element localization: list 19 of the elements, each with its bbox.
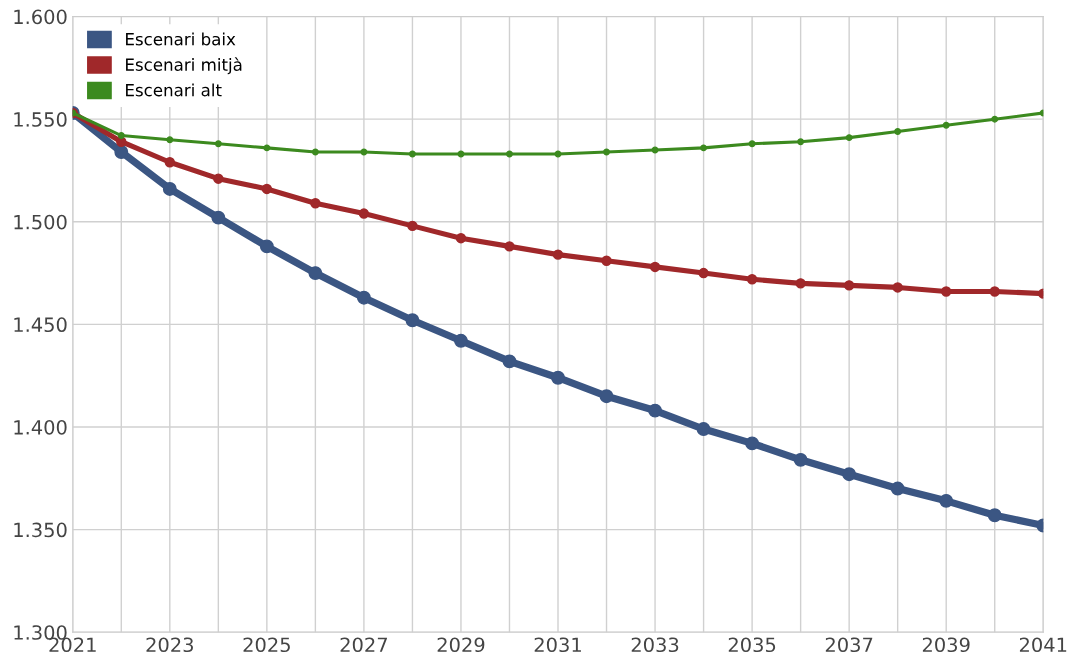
x-tick-label: 2031 xyxy=(534,637,581,653)
x-tick-label: 2027 xyxy=(340,637,387,653)
x-tick-label: 2033 xyxy=(631,637,679,653)
y-tick-label: 1.450 xyxy=(14,317,67,333)
x-tick-label: 2029 xyxy=(437,637,485,653)
x-tick-label: 2041 xyxy=(1019,637,1067,653)
x-tick-label: 2039 xyxy=(922,637,970,653)
x-tick-label: 2037 xyxy=(825,637,873,653)
y-tick-label: 1.400 xyxy=(14,419,67,435)
y-tick-label: 1.500 xyxy=(14,214,67,230)
y-tick-label: 1.550 xyxy=(14,112,67,127)
x-tick-label: 2023 xyxy=(146,637,193,653)
y-tick-label: 1.600 xyxy=(14,9,67,25)
legend-label: Escenari baix xyxy=(126,32,236,46)
y-tick-label: 1.350 xyxy=(14,522,67,538)
legend-label: Escenari mitjà xyxy=(126,57,242,75)
x-tick-label: 2025 xyxy=(243,637,290,653)
legend-label: Escenari alt xyxy=(126,83,222,97)
x-tick-label: 2035 xyxy=(728,637,776,653)
